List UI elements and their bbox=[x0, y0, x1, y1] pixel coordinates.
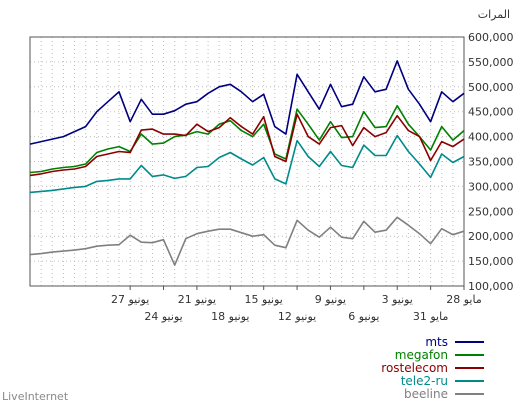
footer-text: LiveInternet bbox=[2, 390, 69, 403]
legend-label-beeline: beeline bbox=[404, 387, 448, 401]
x-tick-label: 15 يونيو bbox=[245, 293, 283, 306]
y-tick-label: 500,000 bbox=[468, 81, 514, 94]
x-tick-label: 9 يونيو bbox=[315, 293, 346, 306]
y-tick-label: 300,000 bbox=[468, 180, 514, 193]
y-tick-label: 450,000 bbox=[468, 106, 514, 119]
x-tick-label: 28 مايو bbox=[446, 293, 482, 306]
y-tick-label: 550,000 bbox=[468, 56, 514, 69]
series-line-beeline bbox=[29, 216, 465, 266]
y-tick-label: 200,000 bbox=[468, 230, 514, 243]
legend-label-tele2-ru: tele2-ru bbox=[401, 374, 448, 388]
y-tick-label: 250,000 bbox=[468, 205, 514, 218]
series-line-megafon bbox=[29, 104, 465, 174]
x-tick-label: 31 مايو bbox=[413, 310, 449, 323]
x-tick-label: 27 يونيو bbox=[111, 293, 149, 306]
x-tick-label: 12 يونيو bbox=[278, 310, 316, 323]
y-axis-labels: 100,000 150,000 200,000 250,000 300,000 350,0… bbox=[468, 31, 514, 293]
plot-frame bbox=[29, 36, 465, 287]
x-tick-label: 18 يونيو bbox=[211, 310, 249, 323]
series-line-mts bbox=[29, 60, 465, 145]
unit-label: المرات bbox=[478, 8, 510, 21]
x-tick-label: 3 يونيو bbox=[382, 293, 413, 306]
x-tick-label: 21 يونيو bbox=[178, 293, 216, 306]
chart-series-lines bbox=[29, 60, 465, 266]
series-line-tele2-ru bbox=[29, 134, 465, 194]
y-tick-label: 350,000 bbox=[468, 156, 514, 169]
legend-label-mts: mts bbox=[425, 335, 448, 349]
y-tick-label: 100,000 bbox=[468, 280, 514, 293]
x-tick-label: 24 يونيو bbox=[144, 310, 182, 323]
x-tick-label: 6 يونيو bbox=[348, 310, 379, 323]
legend-label-megafon: megafon bbox=[395, 348, 448, 362]
y-tick-label: 150,000 bbox=[468, 255, 514, 268]
series-line-rostelecom bbox=[29, 113, 465, 177]
y-tick-label: 400,000 bbox=[468, 131, 514, 144]
y-tick-label: 600,000 bbox=[468, 31, 514, 44]
legend-label-rostelecom: rostelecom bbox=[381, 361, 448, 375]
